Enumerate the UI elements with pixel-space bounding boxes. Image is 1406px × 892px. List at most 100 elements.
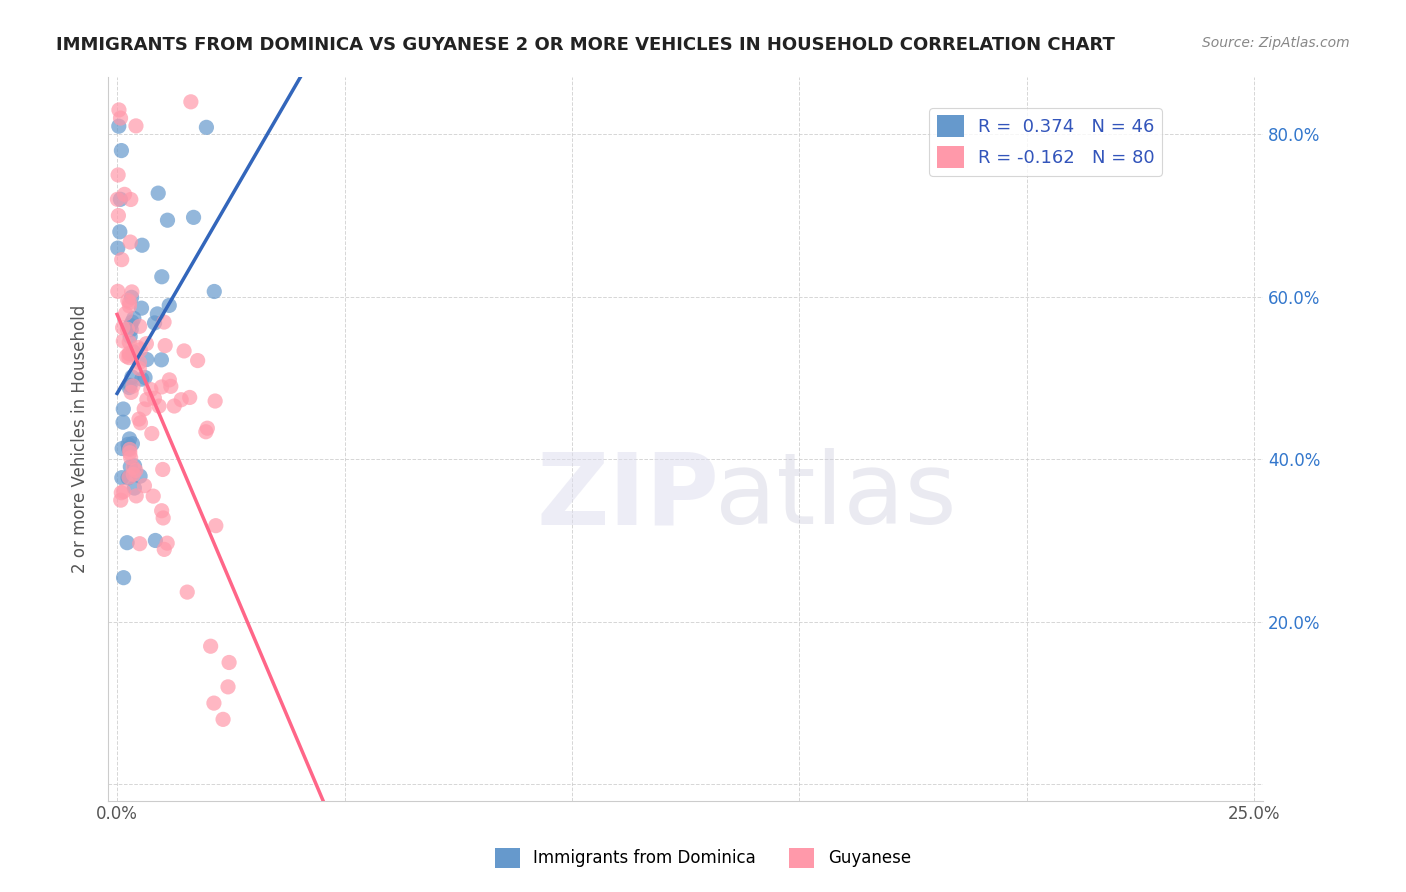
Point <box>180 95 202 109</box>
Point <box>112 402 135 417</box>
Text: Source: ZipAtlas.com: Source: ZipAtlas.com <box>1202 36 1350 50</box>
Point <box>118 380 141 394</box>
Point <box>117 437 139 451</box>
Point <box>118 442 141 457</box>
Point <box>111 252 134 267</box>
Point <box>118 299 141 313</box>
Point <box>157 373 180 387</box>
Point <box>150 504 173 518</box>
Point <box>115 535 138 549</box>
Point <box>127 341 149 355</box>
Point <box>125 119 148 133</box>
Text: ZIP: ZIP <box>537 449 720 545</box>
Point <box>148 186 170 201</box>
Point <box>200 639 222 653</box>
Point <box>108 225 131 239</box>
Point <box>120 322 142 336</box>
Point <box>139 383 162 397</box>
Point <box>195 421 218 435</box>
Point <box>128 355 150 369</box>
Point <box>125 463 148 477</box>
Point <box>195 120 218 135</box>
Point <box>153 315 176 329</box>
Point <box>110 144 132 158</box>
Point <box>120 459 142 474</box>
Point <box>202 696 225 710</box>
Point <box>134 370 156 384</box>
Point <box>118 295 141 310</box>
Point <box>122 460 145 475</box>
Point <box>118 347 141 361</box>
Point <box>204 394 226 409</box>
Point <box>117 293 139 308</box>
Point <box>204 518 226 533</box>
Point <box>112 415 135 429</box>
Point <box>187 353 209 368</box>
Point <box>135 392 157 407</box>
Point <box>110 493 132 508</box>
Point <box>131 238 153 252</box>
Point <box>128 537 150 551</box>
Point <box>120 235 142 249</box>
Point <box>107 168 129 182</box>
Point <box>134 401 156 416</box>
Point <box>150 352 173 367</box>
Y-axis label: 2 or more Vehicles in Household: 2 or more Vehicles in Household <box>72 305 89 574</box>
Point <box>118 432 141 446</box>
Point <box>118 351 141 365</box>
Point <box>120 385 142 400</box>
Point <box>111 442 134 456</box>
Point <box>141 426 163 441</box>
Point <box>118 470 141 484</box>
Point <box>117 471 139 485</box>
Point <box>217 680 239 694</box>
Point <box>129 469 152 483</box>
Point <box>120 378 142 392</box>
Point <box>212 712 235 726</box>
Point <box>112 334 135 348</box>
Point <box>194 425 217 439</box>
Text: atlas: atlas <box>716 449 956 545</box>
Point <box>179 391 201 405</box>
Point <box>118 346 141 360</box>
Legend: R =  0.374   N = 46, R = -0.162   N = 80: R = 0.374 N = 46, R = -0.162 N = 80 <box>929 108 1161 176</box>
Point <box>112 571 135 585</box>
Point <box>122 467 145 482</box>
Point <box>125 489 148 503</box>
Point <box>114 187 136 202</box>
Point <box>120 193 142 207</box>
Point <box>122 311 145 326</box>
Point <box>121 315 143 329</box>
Point <box>202 285 225 299</box>
Point <box>117 322 139 336</box>
Point <box>121 370 143 384</box>
Point <box>131 301 153 315</box>
Point <box>142 489 165 503</box>
Point <box>135 352 157 367</box>
Point <box>120 318 142 333</box>
Point <box>150 380 173 394</box>
Point <box>124 458 146 473</box>
Point <box>114 307 136 321</box>
Point <box>124 481 146 495</box>
Point <box>112 484 135 499</box>
Point <box>107 119 129 133</box>
Point <box>135 336 157 351</box>
Point <box>121 285 143 299</box>
Point <box>145 533 167 548</box>
Point <box>129 416 152 430</box>
Point <box>150 269 173 284</box>
Point <box>131 372 153 386</box>
Point <box>176 585 198 599</box>
Point <box>173 343 195 358</box>
Point <box>159 379 181 393</box>
Point <box>122 379 145 393</box>
Point <box>107 192 129 206</box>
Point <box>129 343 152 357</box>
Point <box>156 213 179 227</box>
Point <box>110 111 132 125</box>
Point <box>152 511 174 525</box>
Point <box>143 391 166 405</box>
Point <box>118 335 141 350</box>
Point <box>107 209 129 223</box>
